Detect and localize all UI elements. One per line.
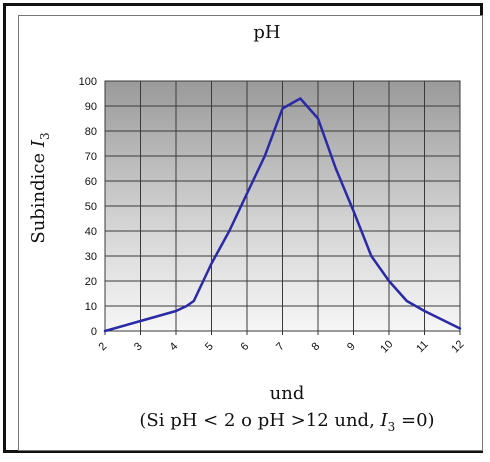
x-axis-label: und — [270, 383, 305, 404]
y-axis-label-sub: 3 — [38, 132, 52, 140]
x-tick-label: 4 — [167, 340, 180, 353]
x-tick-label: 8 — [309, 340, 322, 353]
x-tick-label: 10 — [378, 338, 395, 355]
x-tick-label: 9 — [345, 340, 358, 353]
x-tick-label: 6 — [238, 340, 251, 353]
x-tick-label: 7 — [274, 340, 287, 353]
chart-title: pH — [253, 22, 280, 43]
y-axis-label-var: I — [28, 139, 49, 148]
y-tick-label: 0 — [91, 326, 97, 338]
x-tick-label: 12 — [449, 338, 466, 355]
y-axis-label-main: Subindice — [28, 147, 49, 244]
range-note-suffix: =0) — [395, 410, 434, 431]
x-tick-label: 3 — [132, 340, 145, 353]
y-tick-label: 30 — [85, 251, 97, 263]
range-note-sub: 3 — [388, 420, 396, 434]
y-tick-label: 80 — [85, 126, 97, 138]
x-tick-label: 5 — [203, 340, 216, 353]
y-tick-label: 100 — [79, 76, 97, 88]
range-note-var: I — [380, 410, 389, 431]
y-tick-label: 20 — [85, 276, 97, 288]
series-line — [103, 97, 462, 333]
range-note-prefix: (Si pH < 2 o pH >12 und, — [139, 410, 380, 431]
range-note: (Si pH < 2 o pH >12 und, I3 =0) — [139, 410, 434, 434]
x-tick-label: 2 — [96, 340, 109, 353]
y-tick-label: 60 — [85, 176, 97, 188]
y-tick-label: 50 — [85, 201, 97, 213]
y-tick-label: 40 — [85, 226, 97, 238]
y-axis-label: Subindice I3 — [28, 132, 52, 243]
y-tick-label: 90 — [85, 101, 97, 113]
y-tick-label: 70 — [85, 151, 97, 163]
y-tick-label: 10 — [85, 301, 97, 313]
x-tick-label: 11 — [414, 339, 431, 356]
